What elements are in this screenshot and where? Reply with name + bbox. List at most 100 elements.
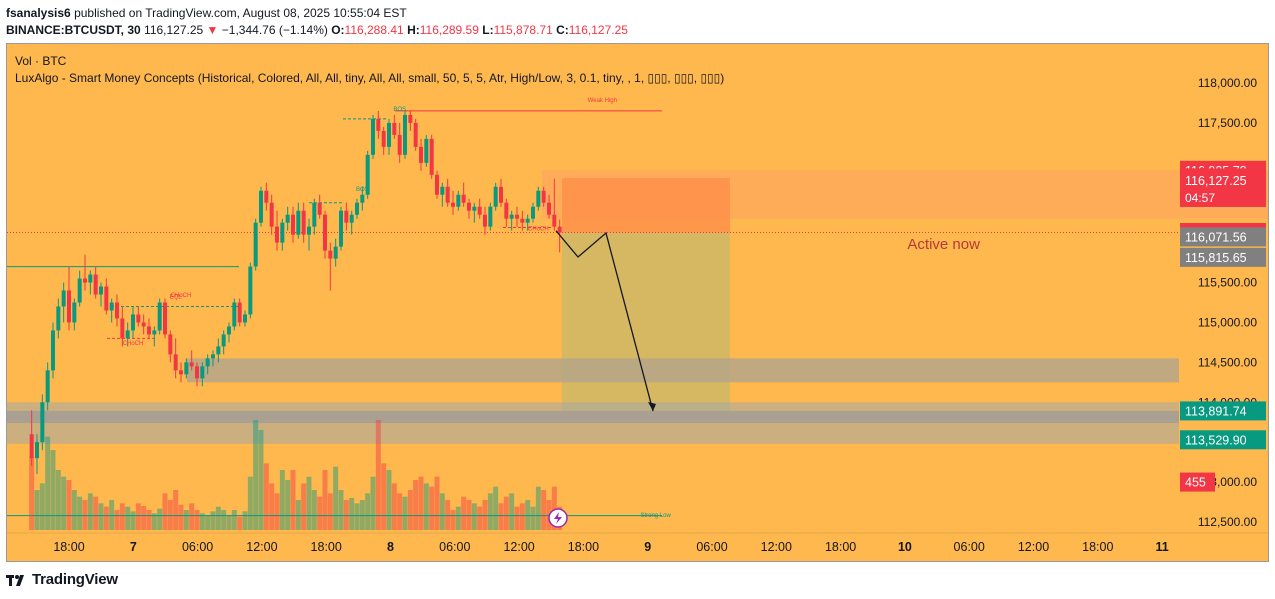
candle-body	[115, 302, 119, 319]
candle-body	[259, 190, 263, 223]
volume-bar	[477, 506, 483, 530]
volume-bar	[215, 506, 221, 530]
projection-path	[555, 230, 654, 412]
volume-bar	[221, 510, 227, 530]
volume-bar	[375, 420, 381, 530]
structure-label: Weak High	[588, 98, 617, 104]
candle-body	[93, 274, 98, 295]
chart-frame[interactable]: BOS BOS EQL CHoCH CHoCH CHoCH Weak High Strong …	[6, 43, 1269, 562]
volume-bar	[135, 503, 141, 530]
volume-bar	[71, 490, 77, 530]
volume-bar	[466, 500, 472, 530]
volume-bar	[418, 476, 424, 530]
candle-body	[557, 226, 562, 233]
time-tick-label: 12:00	[246, 540, 277, 554]
candle-body	[488, 206, 493, 227]
candle-body	[136, 314, 141, 323]
time-tick-label: 06:00	[182, 540, 213, 554]
candle-body	[264, 190, 269, 203]
price-tick-label: 117,500.00	[1198, 116, 1257, 130]
volume-bar	[50, 450, 56, 530]
candle-body	[349, 214, 354, 223]
candle-body	[51, 330, 55, 371]
candle-body	[40, 402, 45, 443]
indicator-legend[interactable]: LuxAlgo - Smart Money Concepts (Historic…	[15, 71, 725, 85]
candle-body	[552, 214, 557, 227]
candle-body	[520, 218, 525, 223]
volume-bar	[343, 500, 349, 530]
volume-bar	[226, 515, 232, 530]
price-tag-label: 116,071.56	[1185, 230, 1247, 244]
candle-body	[253, 222, 258, 267]
candle-body	[413, 122, 418, 147]
volume-bar	[333, 466, 339, 530]
volume-bar	[519, 503, 525, 530]
volume-bar	[178, 504, 184, 530]
last-price: 116,127.25	[144, 23, 204, 37]
stop-loss-zone	[562, 177, 730, 233]
candle-body	[35, 442, 39, 459]
price-tick-label: 115,500.00	[1198, 276, 1257, 290]
volume-bar	[493, 486, 499, 530]
candle-body	[152, 330, 157, 335]
candle-body	[461, 194, 466, 203]
volume-bar	[317, 496, 323, 530]
lightning-bolt-icon	[554, 512, 562, 524]
volume-bar	[210, 511, 216, 530]
volume-bar	[82, 500, 88, 530]
candle-body	[280, 222, 285, 243]
candle-body	[493, 186, 498, 207]
candle-body	[72, 302, 77, 323]
strong-demand-band	[7, 410, 1179, 424]
candle-body	[328, 250, 333, 259]
volume-bar	[45, 436, 51, 530]
price-tag-label: 455	[1185, 476, 1206, 490]
volume-bar	[541, 490, 547, 530]
structure-label: CHoCH	[171, 293, 192, 299]
structure-label: BOS	[356, 187, 369, 193]
active-now-label: Active now	[907, 236, 980, 253]
time-tick-label: 12:00	[503, 540, 534, 554]
published-text: published on TradingView.com, August 08,…	[74, 6, 407, 20]
candle-body	[424, 138, 429, 163]
candle-body	[77, 278, 82, 303]
volume-bar	[386, 470, 392, 530]
candle-body	[243, 314, 247, 323]
candle-body	[131, 314, 135, 331]
volume-bar	[423, 483, 429, 530]
time-tick-label: 18:00	[568, 540, 599, 554]
volume-bar	[66, 480, 72, 530]
volume-bar	[183, 510, 189, 530]
candle-body	[29, 434, 34, 459]
price-tag-label: 113,891.74	[1185, 404, 1247, 418]
candle-body	[531, 206, 535, 219]
candle-body	[440, 186, 445, 195]
candle-body	[477, 206, 482, 215]
volume-bar	[242, 511, 248, 530]
candle-body	[392, 122, 397, 135]
publisher-name[interactable]: fsanalysis6	[6, 6, 71, 20]
candle-body	[67, 290, 71, 323]
volume-bar	[279, 470, 285, 530]
time-tick-label: 9	[644, 540, 651, 554]
price-scale: 118,000.00 117,500.00 115,500.00 115,000.00…	[1180, 76, 1266, 529]
volume-bar	[471, 503, 477, 530]
volume-bar	[439, 493, 445, 530]
volume-legend[interactable]: Vol · BTC	[15, 54, 67, 68]
volume-bar	[322, 470, 328, 530]
change-arrow-icon: ▼	[206, 23, 219, 37]
time-tick-label: 10	[898, 540, 912, 554]
candle-body	[339, 210, 343, 247]
time-tick-label: 7	[130, 540, 137, 554]
volume-bar	[34, 490, 40, 530]
ohlc-bar: BINANCE:BTCUSDT, 30 116,127.25 ▼ −1,344.…	[6, 23, 628, 37]
zones-layer	[7, 170, 1268, 444]
candle-body	[456, 194, 461, 207]
symbol-label[interactable]: BINANCE:BTCUSDT, 30	[6, 23, 141, 37]
countdown-label: 04:57	[1185, 191, 1215, 205]
candle-body	[195, 366, 199, 379]
volume-bar	[119, 503, 125, 530]
candle-body	[467, 202, 471, 211]
tradingview-brand[interactable]: TradingView	[6, 571, 118, 588]
